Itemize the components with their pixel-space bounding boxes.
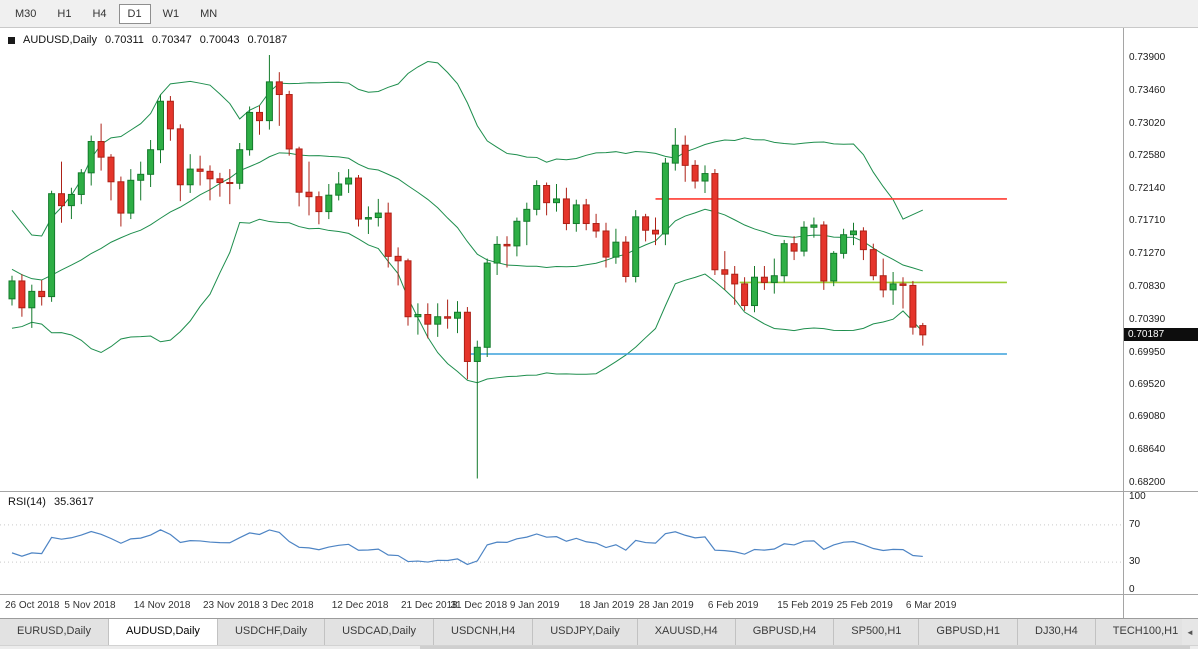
price-axis-label: 0.72580: [1129, 150, 1166, 162]
price-axis-label: 0.73900: [1129, 52, 1166, 63]
price-axis-label: 0.73020: [1129, 117, 1166, 129]
date-axis-label: 15 Feb 2019: [777, 600, 834, 611]
price-axis-label: 0.71270: [1129, 248, 1166, 260]
price-axis-label: 0.68200: [1129, 477, 1166, 488]
rsi-indicator-value: 35.3617: [53, 496, 94, 508]
chart-tab-audusd-daily[interactable]: AUDUSD,Daily: [108, 619, 218, 645]
date-axis-label: 21 Dec 2018: [401, 600, 458, 611]
chart-tab-usdjpy-daily[interactable]: USDJPY,Daily: [533, 619, 638, 645]
chart-tab-gbpusd-h4[interactable]: GBPUSD,H4: [735, 619, 835, 645]
price-axis-label: 0.69950: [1129, 346, 1166, 358]
rsi-axis-label: 30: [1129, 556, 1141, 568]
date-axis-label: 26 Oct 2018: [5, 600, 60, 611]
chart-tab-usdchf-daily[interactable]: USDCHF,Daily: [217, 619, 326, 645]
price-axis-label: 0.73460: [1129, 84, 1166, 96]
rsi-axis-label: 0: [1129, 584, 1135, 595]
ohlc-high: 0.70347: [151, 34, 192, 46]
tab-scroll-left-icon[interactable]: ◄: [1182, 619, 1198, 645]
ohlc-close: 0.70187: [247, 34, 288, 46]
price-axis-label: 0.72140: [1129, 183, 1166, 195]
date-axis-label: 6 Mar 2019: [905, 600, 957, 611]
chart-tab-gbpusd-h1[interactable]: GBPUSD,H1: [919, 619, 1018, 645]
price-axis-label: 0.71710: [1129, 215, 1166, 227]
price-axis-label: 0.68640: [1129, 444, 1166, 456]
timeframe-toolbar: M30 H1 H4 D1 W1 MN: [0, 0, 1198, 28]
date-axis-label: 6 Feb 2019: [707, 600, 759, 611]
timeframe-button-H1[interactable]: H1: [57, 7, 72, 20]
timeframe-button-W1[interactable]: W1: [162, 7, 180, 20]
chart-tab-sp500-h1[interactable]: SP500,H1: [834, 619, 920, 645]
chart-tab-usdcad-daily[interactable]: USDCAD,Daily: [325, 619, 435, 645]
rsi-indicator-title: RSI(14) 35.3617: [8, 496, 99, 508]
date-axis-label: 18 Jan 2019: [579, 600, 635, 611]
ohlc-low: 0.70043: [199, 34, 240, 46]
date-axis-label: 23 Nov 2018: [203, 600, 260, 611]
price-axis-label: 0.70390: [1129, 313, 1166, 325]
rsi-indicator-label: RSI(14): [8, 496, 46, 508]
chart-tab-usdcnh-h4[interactable]: USDCNH,H4: [434, 619, 534, 645]
date-axis-label: 9 Jan 2019: [509, 600, 560, 611]
date-axis-label: 25 Feb 2019: [836, 600, 893, 611]
date-axis-label: 28 Jan 2019: [638, 600, 694, 611]
chart-tab-xauusd-h4[interactable]: XAUUSD,H4: [637, 619, 736, 645]
chart-tab-dj30-h4[interactable]: DJ30,H4: [1018, 619, 1096, 645]
rsi-axis-label: 100: [1129, 491, 1146, 502]
chart-tab-bar: EURUSD,Daily AUDUSD,Daily USDCHF,Daily USDC…: [0, 618, 1198, 645]
price-axis-label: 0.69080: [1129, 411, 1166, 423]
chart-ohlc-title: AUDUSD,Daily 0.70311 0.70347 0.70043 0.7…: [8, 34, 289, 46]
chart-tab-eurusd-daily[interactable]: EURUSD,Daily: [0, 619, 109, 645]
rsi-axis-label: 70: [1129, 518, 1141, 530]
date-axis-label: 31 Dec 2018: [450, 600, 508, 611]
chart-tab-tech100-h1[interactable]: TECH100,H1: [1095, 619, 1197, 645]
ohlc-open: 0.70311: [104, 34, 144, 46]
chart-symbol-period: AUDUSD,Daily: [23, 34, 97, 46]
date-axis-label: 5 Nov 2018: [64, 600, 116, 611]
timeframe-button-D1[interactable]: D1: [118, 3, 151, 24]
chart-icon: [8, 36, 15, 44]
horizontal-scrollbar-thumb[interactable]: [420, 646, 1190, 649]
price-axis-label: 0.70830: [1129, 280, 1166, 292]
chart-background: [0, 28, 1198, 618]
current-price-badge: 0.70187: [1124, 328, 1198, 342]
timeframe-button-H4[interactable]: H4: [92, 7, 107, 20]
date-axis-label: 14 Nov 2018: [133, 600, 191, 611]
timeframe-button-MN[interactable]: MN: [200, 7, 218, 20]
timeframe-button-M30[interactable]: M30: [15, 7, 37, 20]
date-axis-label: 3 Dec 2018: [262, 600, 314, 611]
date-axis-label: 12 Dec 2018: [331, 600, 389, 611]
price-axis-label: 0.69520: [1129, 378, 1166, 390]
